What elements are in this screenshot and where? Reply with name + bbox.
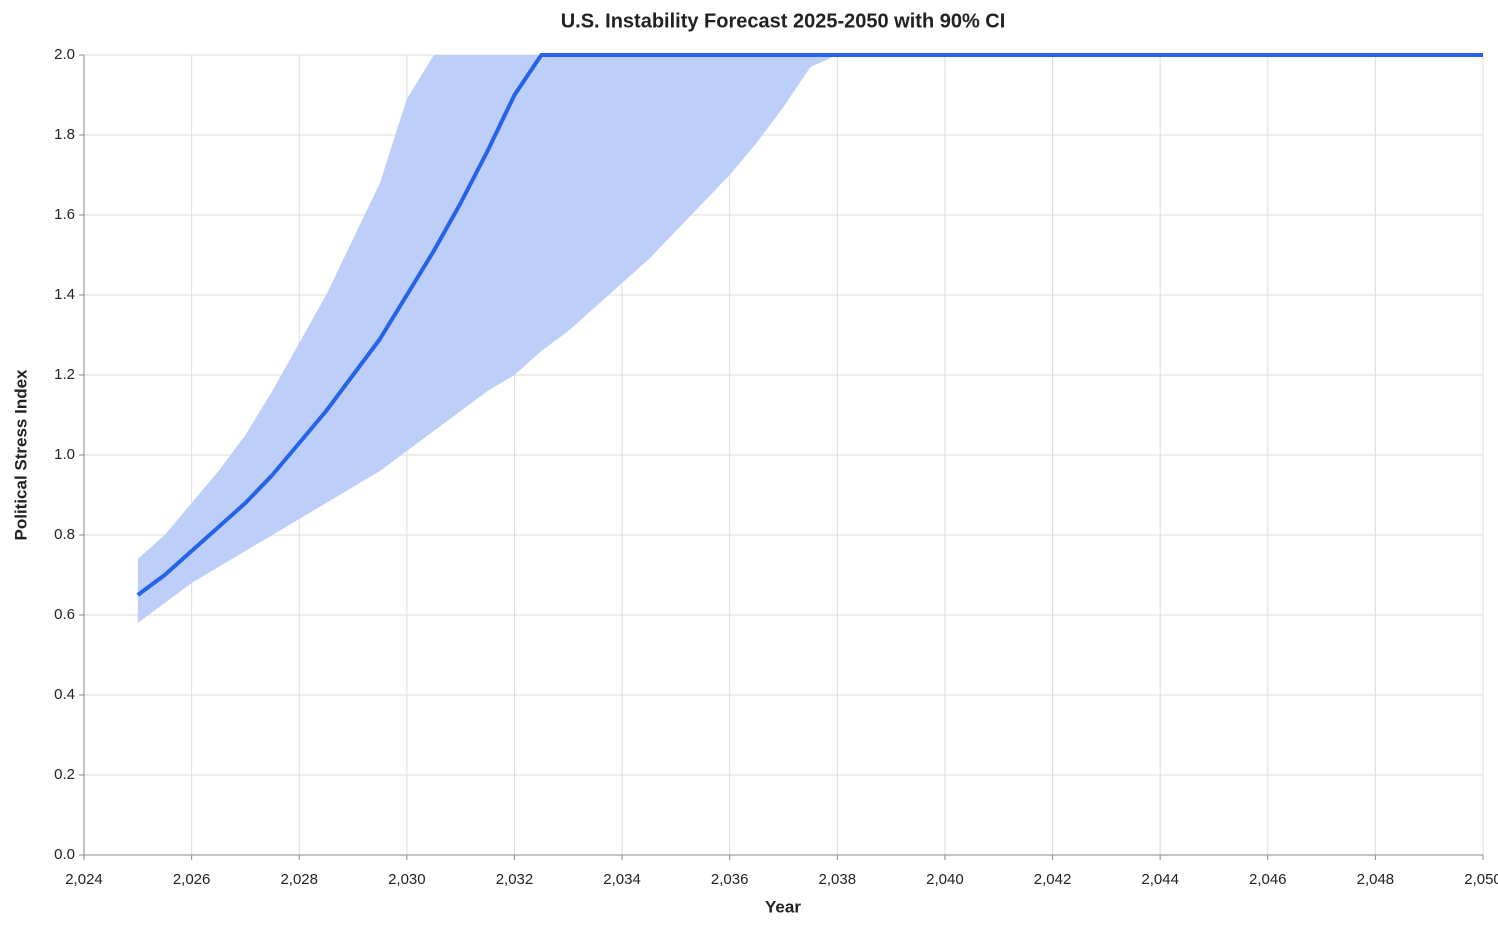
chart-title: U.S. Instability Forecast 2025-2050 with… bbox=[561, 10, 1006, 32]
forecast-line bbox=[136, 53, 1483, 597]
axes: 0.0 0.2 0.4 0.6 0.8 1.0 1.2 1.4 1.6 1.8 2.0 2,024 2,… bbox=[54, 46, 1498, 888]
x-tick-label: 2,034 bbox=[603, 871, 641, 888]
x-axis-title: Year bbox=[765, 897, 801, 916]
x-tick-label: 2,040 bbox=[926, 871, 964, 888]
confidence-band bbox=[137, 55, 1483, 623]
x-tick-label: 2,026 bbox=[173, 871, 211, 888]
x-tick-label: 2,032 bbox=[496, 871, 534, 888]
y-tick-label: 0.4 bbox=[54, 686, 75, 703]
x-tick-label: 2,036 bbox=[711, 871, 749, 888]
x-tick-label: 2,038 bbox=[819, 871, 857, 888]
y-tick-label: 0.0 bbox=[54, 846, 75, 863]
y-tick-label: 1.2 bbox=[54, 366, 75, 383]
y-tick-label: 0.6 bbox=[54, 606, 75, 623]
x-tick-label: 2,046 bbox=[1249, 871, 1287, 888]
x-tick-label: 2,042 bbox=[1034, 871, 1072, 888]
y-tick-label: 1.0 bbox=[54, 446, 75, 463]
y-tick-label: 0.8 bbox=[54, 526, 75, 543]
y-axis-title: Political Stress Index bbox=[11, 369, 30, 541]
y-tick-label: 1.8 bbox=[54, 126, 75, 143]
x-tick-label: 2,024 bbox=[65, 871, 103, 888]
x-tick-label: 2,030 bbox=[388, 871, 426, 888]
x-tick-label: 2,044 bbox=[1141, 871, 1179, 888]
y-tick-label: 1.6 bbox=[54, 206, 75, 223]
y-tick-label: 0.2 bbox=[54, 766, 75, 783]
x-tick-label: 2,048 bbox=[1357, 871, 1395, 888]
y-tick-label: 2.0 bbox=[54, 46, 75, 63]
x-tick-label: 2,050 bbox=[1464, 871, 1498, 888]
y-tick-label: 1.4 bbox=[54, 286, 75, 303]
marks bbox=[136, 53, 1483, 623]
x-tick-label: 2,028 bbox=[280, 871, 318, 888]
